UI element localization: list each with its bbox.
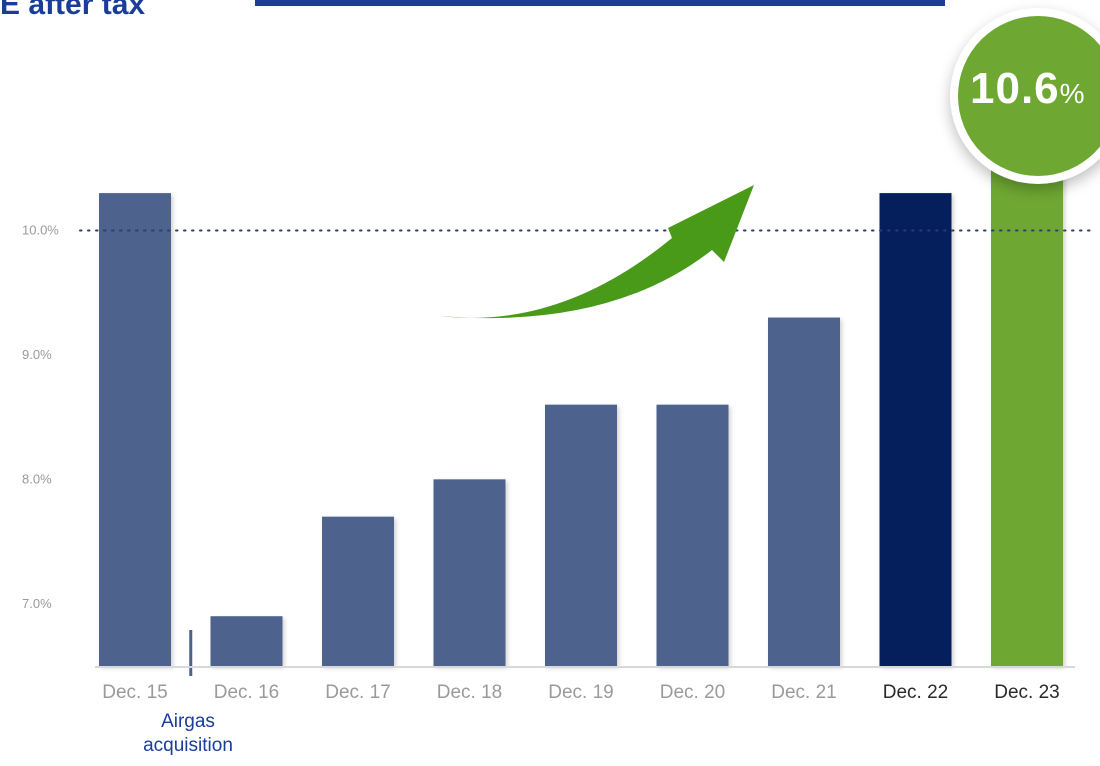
bar-dec-19	[545, 404, 617, 666]
bar-dec-18	[433, 479, 506, 666]
x-tick-label: Dec. 17	[325, 682, 390, 703]
y-tick-label: 8.0%	[22, 471, 52, 486]
x-tick-label: Dec. 19	[548, 682, 613, 703]
page-title: E after tax	[0, 0, 146, 21]
growth-arrow-shape	[440, 185, 754, 319]
callout-badge: 10.6%	[950, 8, 1100, 184]
callout-circle: 10.6%	[958, 16, 1100, 176]
bar-dec-16	[210, 616, 283, 666]
x-axis: Dec. 15 Dec. 16 Dec. 17 Dec. 18 Dec. 19 Dec. …	[102, 682, 1059, 703]
callout-unit: %	[1059, 78, 1086, 109]
bars	[99, 168, 1065, 668]
y-axis: 7.0% 8.0% 9.0% 10.0%	[22, 222, 59, 610]
x-tick-label: Dec. 23	[994, 682, 1059, 703]
bar-dec-17	[322, 516, 394, 666]
bar-dec-23	[991, 168, 1063, 666]
bar-dec-21	[768, 317, 840, 666]
y-tick-label: 10.0%	[22, 222, 59, 237]
x-tick-label: Dec. 18	[437, 682, 502, 703]
bar-dec-15	[99, 193, 171, 666]
x-tick-label: Dec. 16	[214, 682, 279, 703]
y-tick-label: 7.0%	[22, 596, 52, 611]
x-tick-label: Dec. 20	[660, 682, 725, 703]
y-tick-label: 9.0%	[22, 347, 52, 362]
callout-number: 10.6	[970, 64, 1060, 113]
top-rule	[255, 0, 945, 6]
bar-dec-20	[656, 404, 729, 666]
growth-arrow-icon	[440, 185, 754, 319]
callout-value: 10.6%	[970, 64, 1086, 114]
x-tick-label: Dec. 15	[102, 682, 167, 703]
bar-dec-22	[879, 193, 952, 666]
x-tick-label: Dec. 21	[771, 682, 836, 703]
x-tick-label: Dec. 22	[883, 682, 948, 703]
airgas-acquisition-note: Airgas acquisition	[143, 711, 233, 756]
